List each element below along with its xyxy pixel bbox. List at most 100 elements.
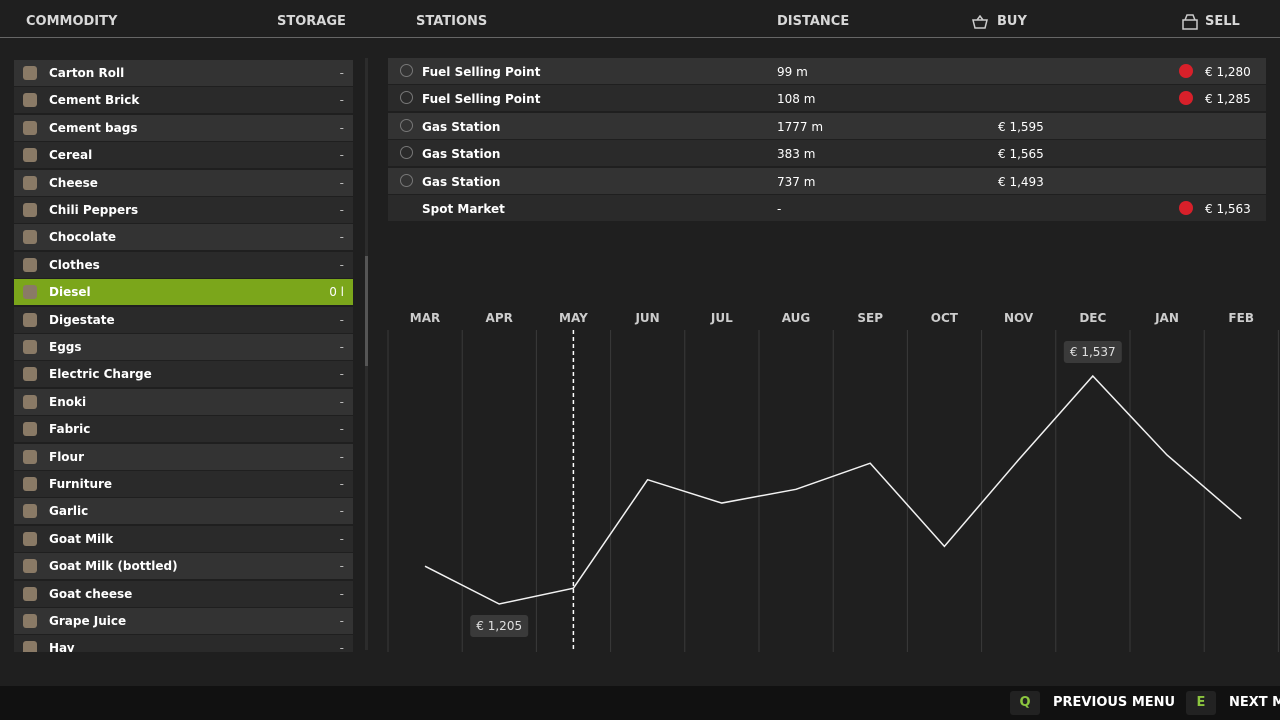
month-label: JAN [1154,311,1179,325]
station-icon [400,146,413,160]
commodity-icon [23,641,37,652]
header-distance: DISTANCE [777,14,850,29]
header-commodity: COMMODITY [26,14,118,29]
station-sell: € 1,563 [1205,202,1251,216]
commodity-icon [23,394,37,409]
commodity-row[interactable]: Eggs - [14,334,353,360]
commodity-row[interactable]: Fabric - [14,416,353,443]
station-name: Gas Station [422,174,501,189]
month-label: NOV [1004,311,1034,325]
station-distance: 108 m [777,92,816,107]
commodity-row[interactable]: Cheese - [14,169,353,196]
station-row: Gas Station 737 m € 1,493 [388,167,1266,194]
station-sell: € 1,285 [1205,92,1251,107]
commodity-row[interactable]: Hay - [14,635,353,652]
commodity-name: Enoki [49,394,87,409]
commodity-icon [23,93,37,108]
commodity-row[interactable]: Clothes - [14,251,353,278]
commodity-storage: - [339,203,344,217]
station-distance: 737 m [777,174,816,189]
commodity-row[interactable]: Cement bags - [14,114,353,141]
station-buy: € 1,595 [998,119,1044,134]
commodity-storage: - [339,367,344,382]
commodity-storage: - [339,230,344,245]
commodity-icon [23,586,37,601]
commodity-row[interactable]: Garlic - [14,498,353,525]
commodity-row[interactable]: Goat Milk - [14,525,353,552]
station-name: Spot Market [422,202,505,216]
commodity-storage: - [339,422,344,437]
commodity-row[interactable]: Goat cheese - [14,580,353,607]
commodity-row[interactable]: Chocolate - [14,224,353,251]
commodity-name: Flour [49,449,85,464]
commodity-row[interactable]: Grape Juice - [14,608,353,634]
commodity-storage: - [339,614,344,628]
commodity-row[interactable]: Furniture - [14,471,353,497]
commodity-icon [23,504,37,519]
commodity-row[interactable]: Enoki - [14,388,353,415]
commodity-row[interactable]: Electric Charge - [14,361,353,388]
commodity-icon [23,312,37,327]
station-sell: € 1,280 [1205,65,1251,79]
commodity-row[interactable]: Diesel 0 l [14,279,353,306]
sell-trend-icon [1179,201,1193,215]
station-icon [400,173,413,187]
scrollbar [365,256,368,366]
station-distance: 383 m [777,147,816,162]
commodity-name: Electric Charge [49,367,152,382]
commodity-storage: - [339,120,344,135]
commodity-storage: - [339,586,344,601]
station-distance: 1777 m [777,119,824,134]
commodity-storage: - [339,394,344,409]
station-row: Spot Market - € 1,563 [388,195,1266,221]
station-name: Fuel Selling Point [422,92,541,107]
station-name: Gas Station [422,147,501,162]
commodity-row[interactable]: Cereal - [14,142,353,169]
buy-icon [972,15,988,29]
commodity-storage: - [339,477,344,491]
commodity-icon [23,257,37,272]
month-label: OCT [931,311,959,325]
station-buy: € 1,565 [998,147,1044,162]
footer-keys: Q PREVIOUS MENU E NEXT ME [1010,690,1280,716]
month-label: DEC [1079,311,1106,325]
commodity-name: Cement Brick [49,93,140,108]
commodity-name: Clothes [49,257,100,272]
commodity-row[interactable]: Carton Roll - [14,60,353,86]
price-tag-box [1063,341,1122,363]
station-row: Fuel Selling Point 99 m € 1,280 [388,58,1266,84]
commodity-icon [23,531,37,546]
commodity-name: Digestate [49,312,115,327]
stations-table: Fuel Selling Point 99 m € 1,280 Fuel Sellin… [388,58,1266,228]
commodity-icon [23,66,37,80]
commodity-name: Chili Peppers [49,203,139,217]
sell-trend-icon [1179,91,1193,106]
month-label: APR [486,311,513,325]
commodity-row[interactable]: Flour - [14,443,353,470]
sell-trend-icon [1179,64,1193,78]
commodity-icon [23,120,37,135]
commodity-row[interactable]: Goat Milk (bottled) - [14,553,353,580]
station-buy: € 1,493 [998,174,1044,189]
header-storage: STORAGE [277,14,346,29]
commodity-row[interactable]: Chili Peppers - [14,197,353,223]
header-stations: STATIONS [416,14,488,29]
commodity-row[interactable]: Cement Brick - [14,87,353,114]
month-label: MAR [410,311,440,325]
commodity-name: Carton Roll [49,66,125,80]
station-name: Gas Station [422,119,501,134]
month-label: JUN [634,311,659,325]
commodity-name: Hay [49,641,75,652]
commodity-storage: - [339,93,344,108]
commodity-row[interactable]: Digestate - [14,306,353,333]
commodity-storage: - [339,641,344,652]
commodity-name: Cheese [49,175,98,190]
station-icon [400,118,413,132]
commodity-name: Eggs [49,340,82,354]
commodity-icon [23,559,37,574]
station-distance: 99 m [777,65,808,79]
commodity-storage: - [339,340,344,354]
commodity-icon [23,230,37,245]
commodity-name: Fabric [49,422,91,437]
